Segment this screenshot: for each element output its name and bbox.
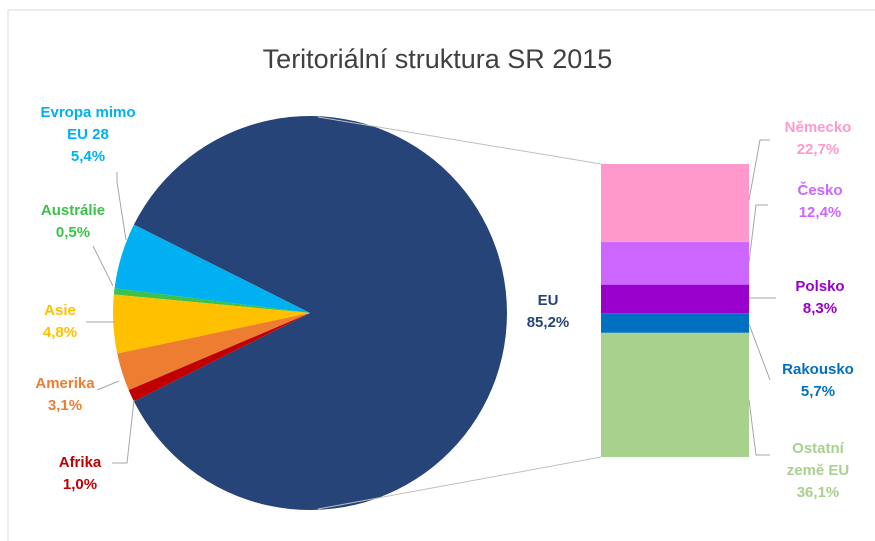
label-text: 3,1% <box>47 397 83 414</box>
label-text: 12,4% <box>798 204 842 221</box>
label-text: Asie <box>44 302 76 319</box>
data-label: Evropa mimo EU 28 5,4% <box>31 102 146 168</box>
bar-segment <box>601 313 749 333</box>
label-text: Česko <box>797 182 843 199</box>
label-text: 85,2% <box>526 314 570 331</box>
data-label: Rakousko 5,7% <box>773 359 863 403</box>
leader-line <box>748 323 771 381</box>
label-text: Amerika <box>35 375 95 392</box>
pie-slice <box>113 288 310 313</box>
bar-segment <box>601 164 749 243</box>
data-label: Ostatní země EU 36,1% <box>778 438 858 504</box>
label-text: 0,5% <box>55 224 91 241</box>
leader-line <box>112 399 135 464</box>
label-text: Rakousko <box>782 361 854 378</box>
label-text: 4,8% <box>42 324 78 341</box>
label-text: 5,7% <box>800 383 836 400</box>
label-text: Německo <box>784 119 852 136</box>
bar-segment <box>601 242 749 285</box>
chart-title: Teritoriální struktura SR 2015 <box>262 44 613 74</box>
data-label: EU 85,2% <box>508 290 588 334</box>
leader-line <box>116 172 127 241</box>
data-label: Austrálie 0,5% <box>28 200 118 244</box>
pie-slice <box>112 294 310 354</box>
label-text: EU <box>537 292 559 309</box>
label-text: 1,0% <box>62 476 98 493</box>
pie-slice <box>133 116 508 510</box>
data-label: Německo 22,7% <box>773 117 863 161</box>
data-label: Amerika 3,1% <box>20 373 110 417</box>
label-text: 5,4% <box>70 148 106 165</box>
label-text: Polsko <box>795 278 845 295</box>
label-text: Evropa mimo EU 28 <box>40 104 136 143</box>
label-text: 8,3% <box>802 300 838 317</box>
leader-line <box>748 139 770 201</box>
pie-slice <box>117 313 310 391</box>
leader-line <box>748 399 770 456</box>
bar-segment <box>601 284 749 314</box>
data-label: Polsko 8,3% <box>775 276 865 320</box>
connector <box>317 116 602 165</box>
data-label: Asie 4,8% <box>20 300 100 344</box>
data-label: Afrika 1,0% <box>40 452 120 496</box>
label-text: Afrika <box>58 454 102 471</box>
leader-line <box>748 204 768 263</box>
data-label: Česko 12,4% <box>775 180 865 224</box>
pie-slice <box>128 313 310 402</box>
label-text: Austrálie <box>40 202 106 219</box>
pie-slice <box>114 224 310 313</box>
label-text: Ostatní země EU <box>786 440 850 479</box>
connector <box>317 456 602 510</box>
leader-line <box>96 380 120 391</box>
leader-line <box>92 245 114 287</box>
label-text: 36,1% <box>796 484 840 501</box>
bar-segment <box>601 332 749 457</box>
label-text: 22,7% <box>796 141 840 158</box>
